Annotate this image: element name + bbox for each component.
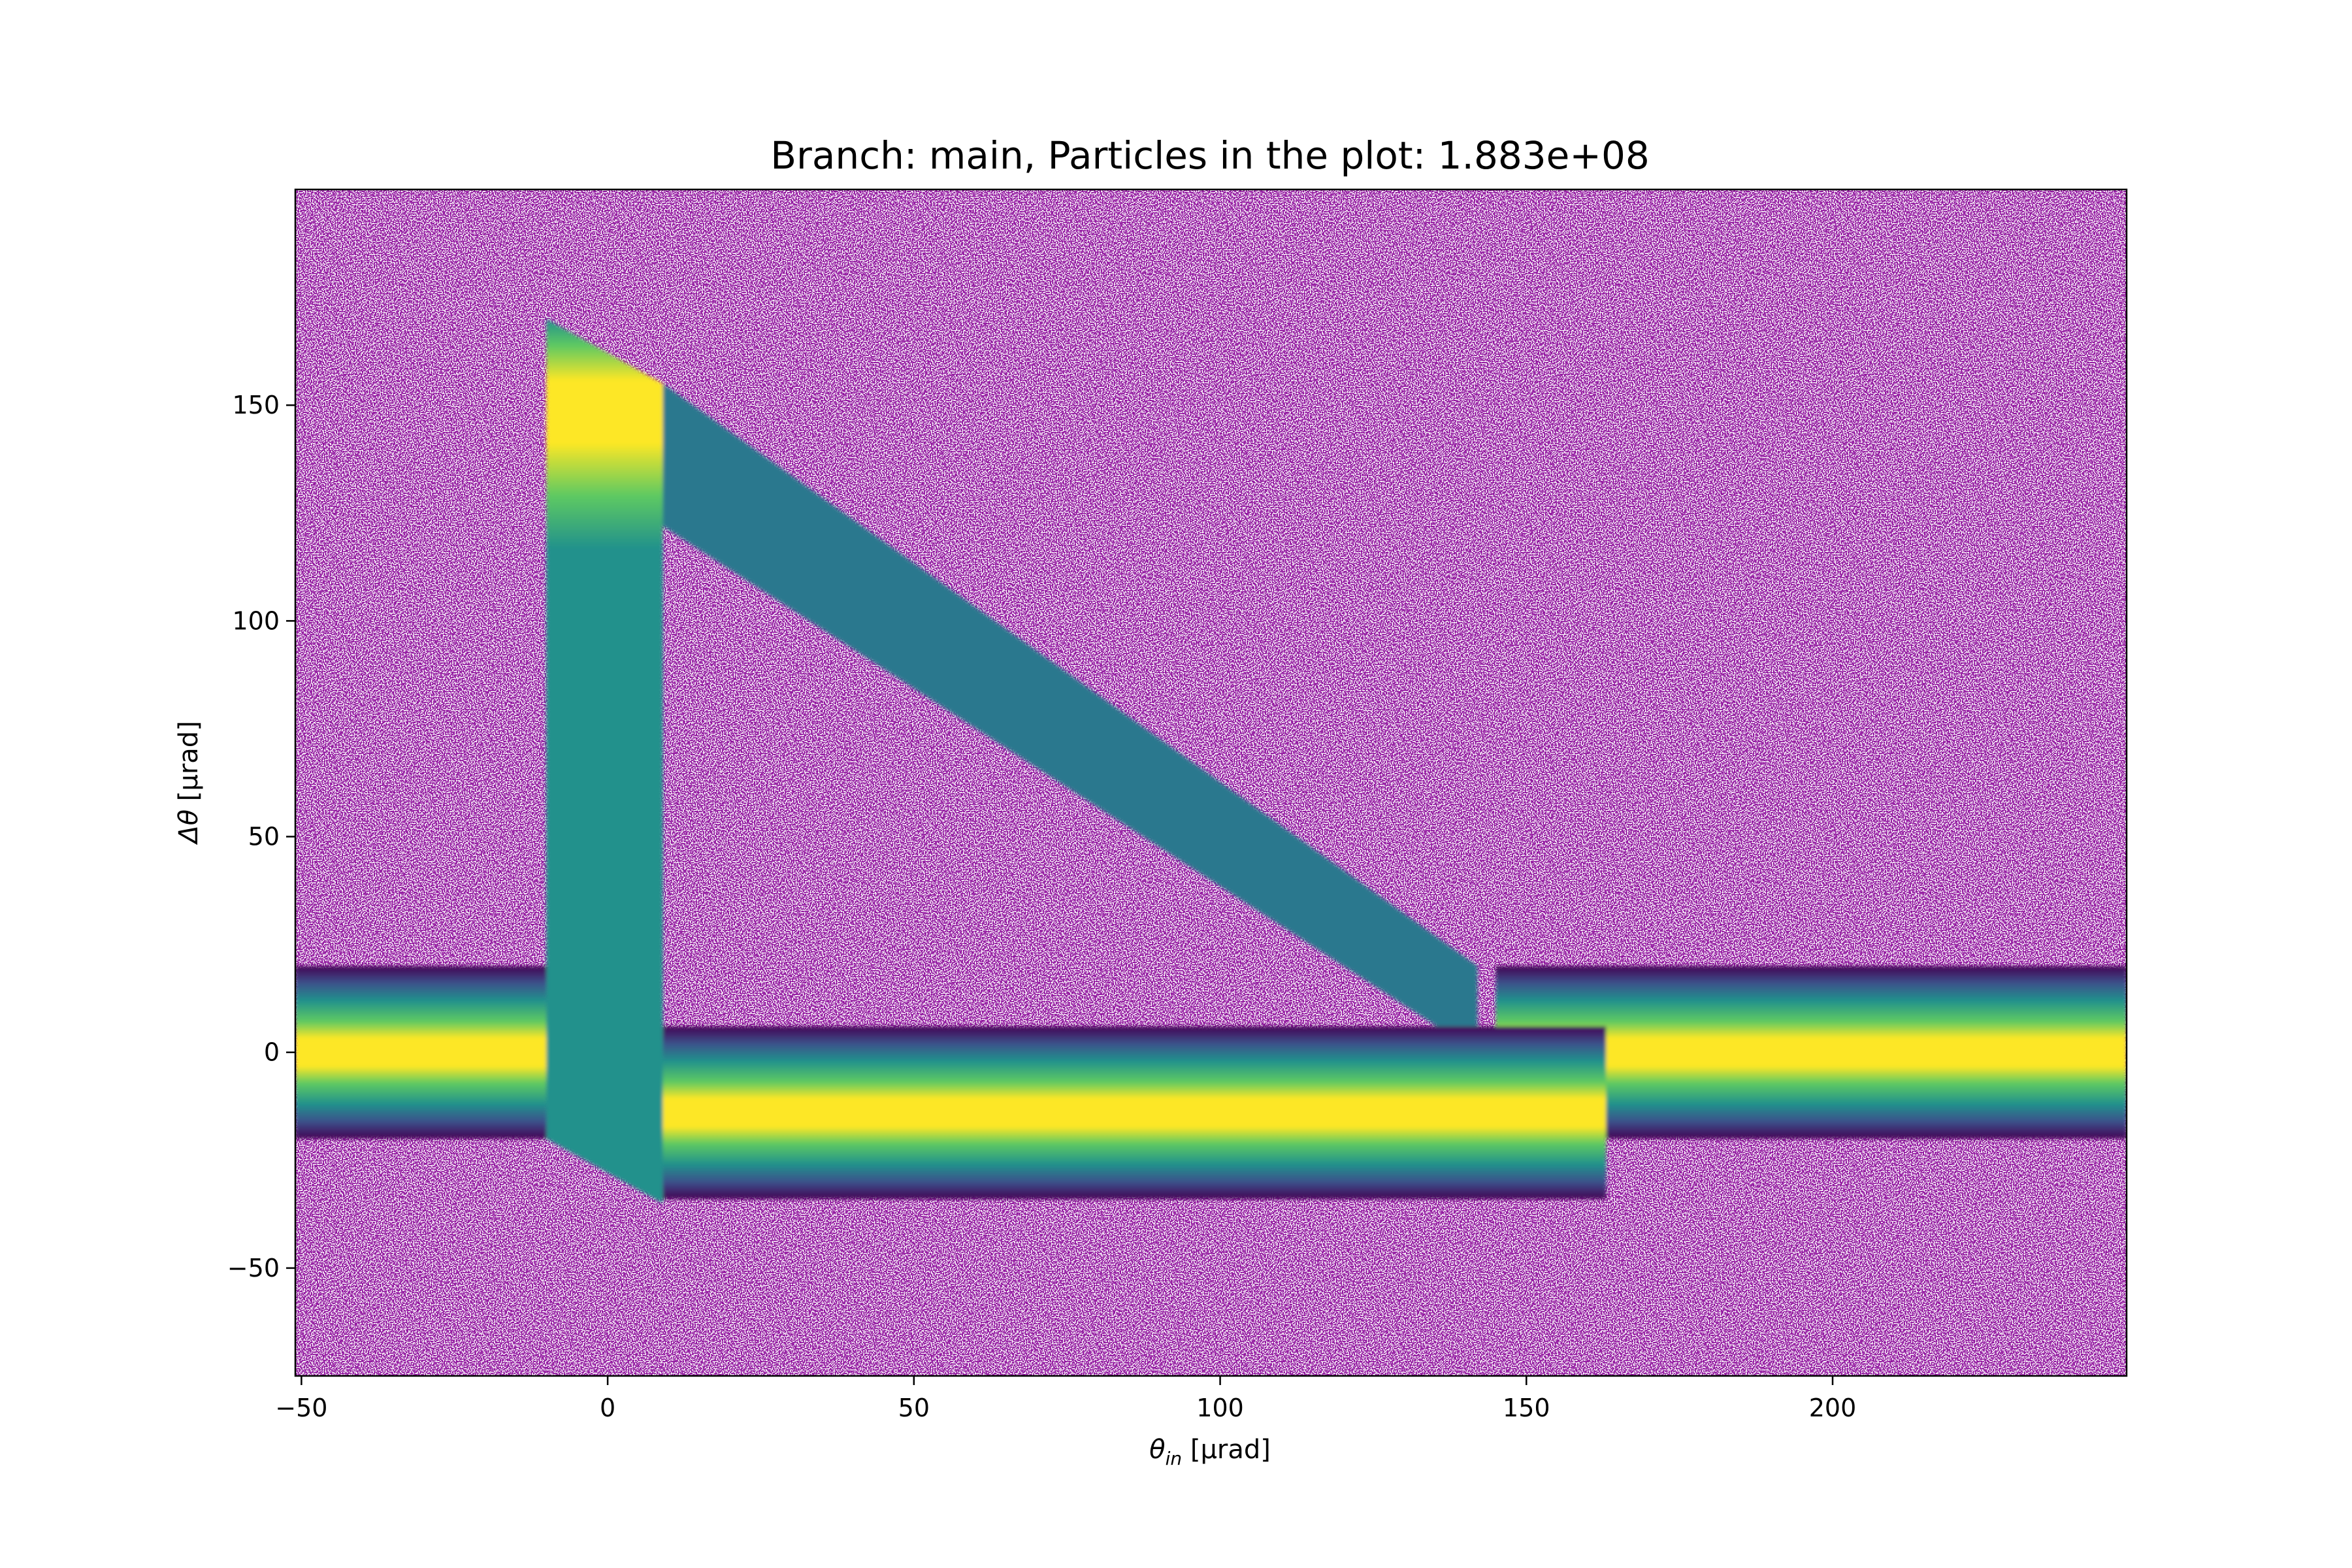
x-tick-label: 100 — [1196, 1394, 1244, 1422]
x-axis: −50 0 50 100 150 200 — [275, 1376, 1856, 1422]
band-channeled-column — [546, 319, 663, 1203]
x-tick-label: 150 — [1503, 1394, 1550, 1422]
band-unchanneled-left — [295, 966, 547, 1139]
y-tick-label: 100 — [232, 606, 280, 635]
y-tick-label: 50 — [248, 823, 280, 851]
x-tick-label: 200 — [1809, 1394, 1857, 1422]
y-tick-label: 0 — [264, 1038, 280, 1067]
x-axis-label: θin [μrad] — [1149, 1435, 1271, 1469]
x-tick-label: −50 — [275, 1394, 327, 1422]
x-tick-label: 50 — [898, 1394, 930, 1422]
chart-title: Branch: main, Particles in the plot: 1.8… — [770, 133, 1650, 178]
plot-area — [295, 189, 2127, 1376]
y-axis-label: Δθ [μrad] — [174, 721, 204, 845]
band-dechanneling-diagonal — [662, 384, 1478, 1053]
band-volume-reflection — [662, 1026, 1607, 1200]
y-tick-label: −50 — [227, 1254, 280, 1282]
x-tick-label: 0 — [600, 1394, 615, 1422]
y-axis: −50 0 50 100 150 — [227, 391, 295, 1282]
plot-frame — [294, 188, 2128, 1377]
y-tick-label: 150 — [232, 391, 280, 419]
